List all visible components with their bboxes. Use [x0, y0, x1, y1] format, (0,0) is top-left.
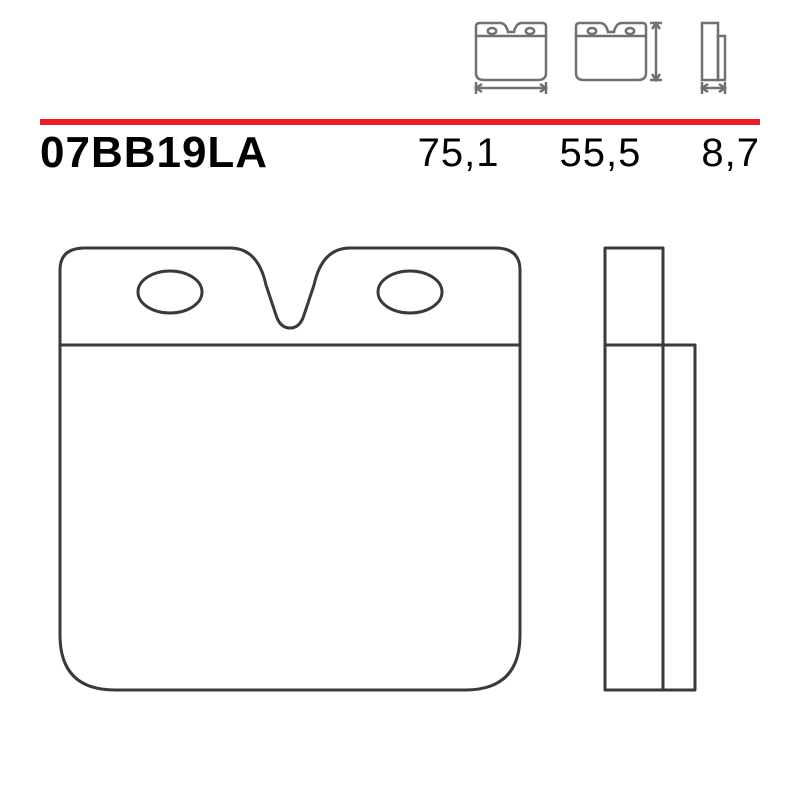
spec-sheet: 07BB19LA 75,1 55,5 8,7: [0, 0, 800, 800]
dimensions-group: 75,1 55,5 8,7: [418, 131, 760, 176]
accent-divider: [40, 112, 760, 118]
part-number: 07BB19LA: [40, 128, 268, 178]
spec-row: 07BB19LA 75,1 55,5 8,7: [40, 128, 760, 178]
technical-drawing: [40, 230, 760, 770]
dimension-width: 75,1: [418, 131, 500, 176]
brake-pad-height-icon: [570, 18, 666, 96]
dimension-height: 55,5: [560, 131, 642, 176]
brake-pad-thickness-icon: [684, 18, 740, 96]
dimension-thickness: 8,7: [701, 131, 760, 176]
brake-pad-width-icon: [470, 18, 552, 96]
dimension-icons-row: [470, 18, 740, 96]
